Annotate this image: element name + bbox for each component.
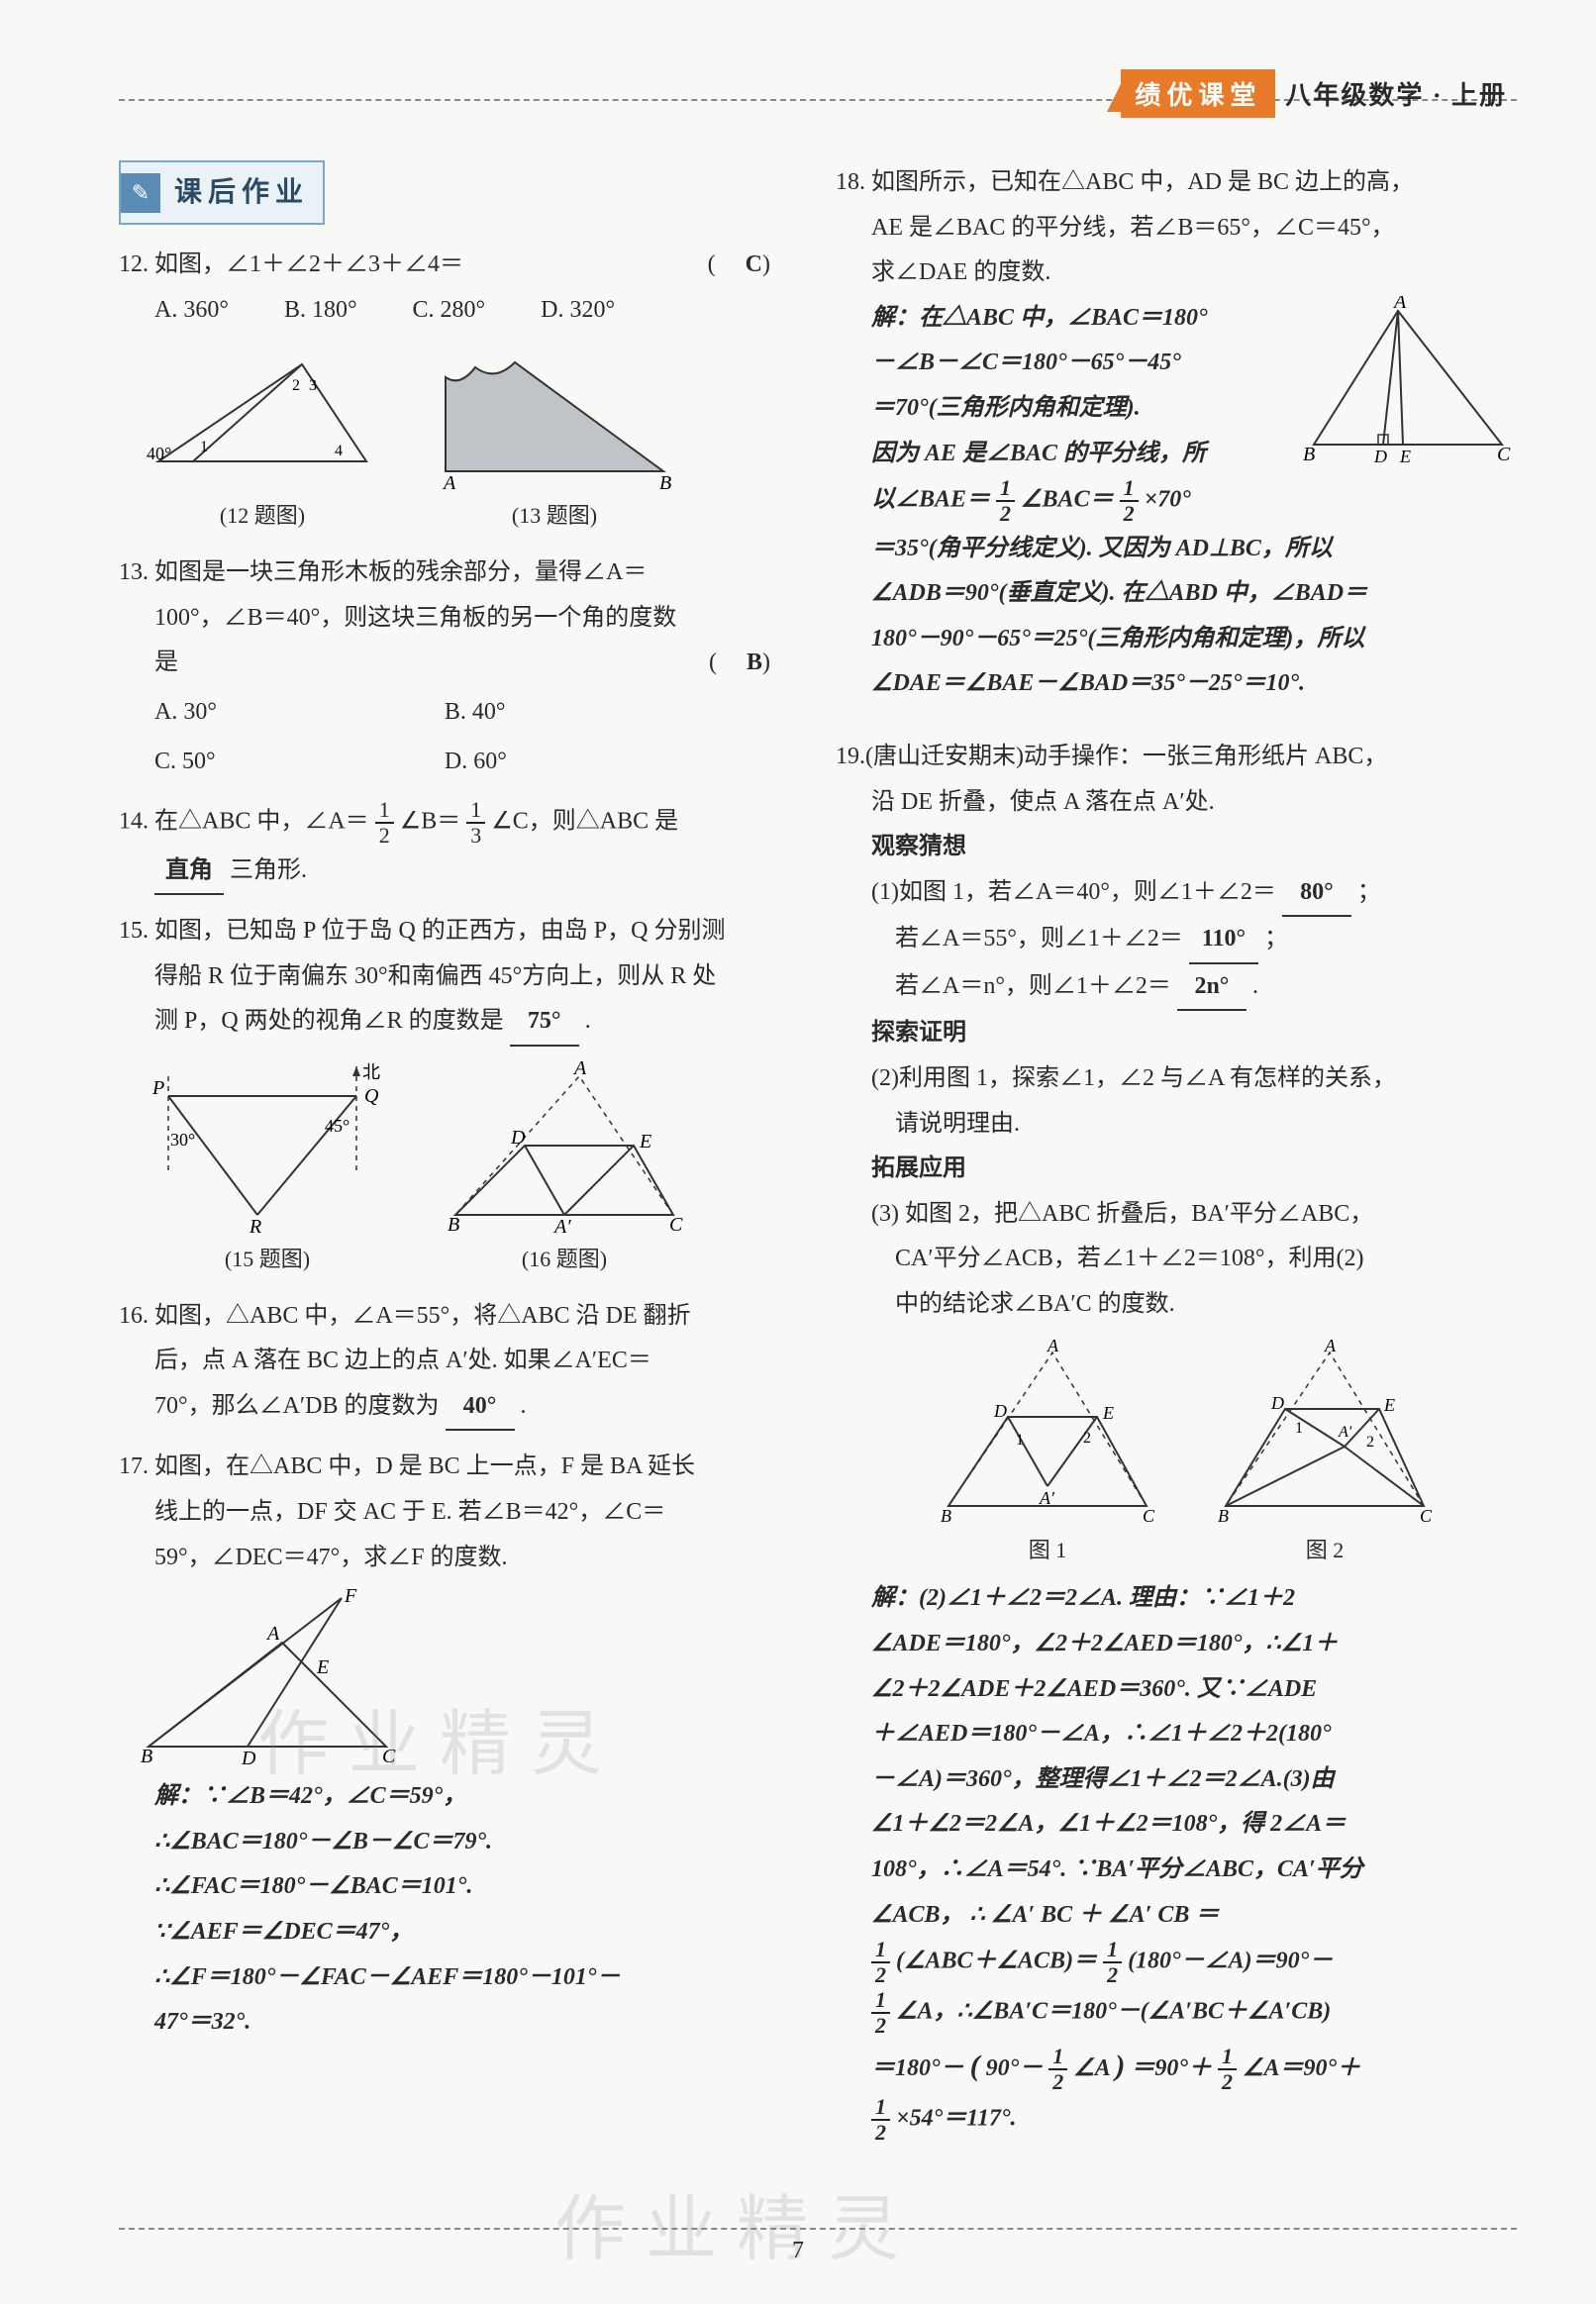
svg-text:1: 1 (200, 439, 208, 455)
svg-text:4: 4 (335, 443, 343, 459)
svg-text:1: 1 (1016, 1432, 1024, 1449)
q13-opt-b: B. 40° (445, 690, 729, 736)
q13-opt-c: C. 50° (154, 740, 439, 785)
svg-text:A′: A′ (552, 1216, 571, 1235)
question-19: 19.(唐山迁安期末)动手操作：一张三角形纸片 ABC， 沿 DE 折叠，使点 … (836, 735, 1517, 2145)
svg-text:B: B (141, 1746, 152, 1766)
svg-text:F: F (344, 1588, 357, 1607)
question-12: 12. 如图，∠1＋∠2＋∠3＋∠4＝ (C) A. 360° B. 180° … (119, 243, 800, 537)
question-18: 18. 如图所示，已知在△ABC 中，AD 是 BC 边上的高， AE 是∠BA… (836, 160, 1517, 707)
svg-text:A: A (572, 1057, 587, 1079)
svg-text:D: D (241, 1748, 256, 1766)
svg-text:A: A (1047, 1338, 1059, 1355)
svg-text:40°: 40° (147, 444, 171, 463)
svg-text:C: C (1420, 1506, 1433, 1526)
svg-text:2: 2 (1083, 1430, 1091, 1447)
svg-text:B: B (1303, 444, 1315, 464)
q12-figure: 40° 1 2 3 4 (12 题图) (139, 343, 386, 537)
brand-label: 绩优课堂 (1121, 69, 1275, 118)
q12-opt-d: D. 320° (541, 288, 615, 334)
svg-text:D: D (1270, 1393, 1284, 1413)
q19-figure-2: A B C D E A′ 1 2 图 2 (1206, 1338, 1444, 1571)
svg-text:A: A (265, 1623, 280, 1645)
homework-icon: ✎ (121, 173, 160, 213)
svg-text:30°: 30° (170, 1130, 195, 1150)
question-13: 13. 如图是一块三角形木板的残余部分，量得∠A＝ 100°，∠B＝40°，则这… (119, 551, 800, 784)
q12-opt-c: C. 280° (413, 288, 486, 334)
svg-text:P: P (151, 1077, 164, 1099)
svg-text:D: D (510, 1127, 526, 1149)
section-title: 课后作业 (160, 162, 323, 223)
svg-text:2: 2 (1366, 1434, 1374, 1451)
svg-text:C: C (1143, 1506, 1155, 1526)
q12-opt-b: B. 180° (284, 288, 357, 334)
q16-figure: A B C D E A′ (16 题图) (436, 1056, 693, 1280)
q19-figure-1: A B C D E A′ 1 2 图 1 (929, 1338, 1166, 1571)
right-column: 18. 如图所示，已知在△ABC 中，AD 是 BC 边上的高， AE 是∠BA… (836, 160, 1517, 2158)
svg-text:E: E (316, 1656, 329, 1678)
svg-text:D: D (993, 1401, 1007, 1421)
svg-text:北: 北 (362, 1062, 380, 1082)
question-14: 14. 在△ABC 中，∠A＝ 12 ∠B＝ 13 ∠C，则△ABC 是 直角 … (119, 798, 800, 895)
q14-blank: 直角 (154, 849, 224, 896)
svg-text:A′: A′ (1338, 1424, 1352, 1441)
q15-figure: 北 P Q R 30° 45° (15 题图) (139, 1056, 396, 1280)
q12-opt-a: A. 360° (154, 288, 229, 334)
question-17: 17. 如图，在△ABC 中，D 是 BC 上一点，F 是 BA 延长 线上的一… (119, 1445, 800, 2045)
svg-text:E: E (1399, 447, 1411, 464)
svg-text:B: B (941, 1506, 951, 1526)
svg-text:A′: A′ (1039, 1488, 1055, 1508)
q13-opt-a: A. 30° (154, 690, 439, 736)
svg-text:3: 3 (309, 377, 317, 394)
section-badge: ✎ 课后作业 (119, 160, 325, 225)
page-header: 绩优课堂 八年级数学 · 上册 (1107, 69, 1517, 118)
svg-text:D: D (1373, 447, 1387, 464)
q18-figure: A B C D E (1299, 296, 1517, 464)
svg-text:Q: Q (364, 1085, 379, 1107)
svg-text:45°: 45° (325, 1116, 349, 1136)
svg-text:B: B (1218, 1506, 1229, 1526)
q13-opt-d: D. 60° (445, 740, 729, 785)
q12-stem: 12. 如图，∠1＋∠2＋∠3＋∠4＝ (119, 251, 463, 277)
svg-text:R: R (249, 1216, 261, 1235)
svg-text:A: A (1324, 1338, 1337, 1355)
svg-text:E: E (1383, 1395, 1395, 1415)
svg-text:A: A (1392, 296, 1407, 313)
svg-text:E: E (1102, 1403, 1114, 1423)
svg-text:C: C (1497, 444, 1511, 464)
svg-text:C: C (669, 1214, 683, 1235)
svg-text:B: B (448, 1214, 459, 1235)
svg-text:B: B (659, 472, 671, 491)
q16-blank: 40° (446, 1384, 515, 1432)
q15-blank: 75° (510, 999, 579, 1047)
left-column: ✎ 课后作业 12. 如图，∠1＋∠2＋∠3＋∠4＝ (C) A. 360° B… (119, 160, 800, 2158)
svg-text:A: A (442, 472, 456, 491)
page-number: 7 (792, 2238, 804, 2263)
svg-text:2: 2 (292, 377, 300, 394)
grade-label: 八年级数学 · 上册 (1275, 69, 1517, 118)
q12-answer-paren: (C) (708, 243, 800, 288)
q13-figure: A B (13 题图) (426, 343, 683, 537)
svg-text:1: 1 (1295, 1420, 1303, 1437)
svg-text:C: C (382, 1746, 396, 1766)
question-15: 15. 如图，已知岛 P 位于岛 Q 的正西方，由岛 P，Q 分别测 得船 R … (119, 909, 800, 1280)
question-16: 16. 如图，△ABC 中，∠A＝55°，将△ABC 沿 DE 翻折 后，点 A… (119, 1294, 800, 1432)
svg-text:E: E (639, 1131, 651, 1152)
q17-figure: B C D A E F (119, 1588, 416, 1766)
